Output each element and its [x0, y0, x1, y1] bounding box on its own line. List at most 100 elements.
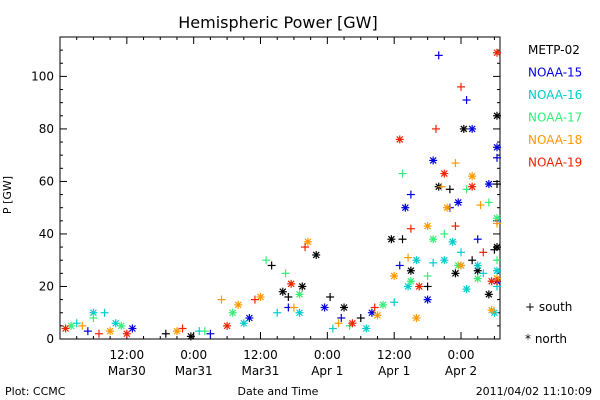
data-point-north [234, 300, 243, 309]
data-point-north [228, 308, 237, 317]
data-point-south [493, 277, 501, 286]
data-point-south [395, 261, 404, 270]
x-tick-label-date: Mar30 [108, 364, 146, 378]
marker-key-south: + south [525, 300, 572, 314]
data-point-south [406, 224, 415, 233]
data-point-north [312, 250, 321, 259]
data-point-south [217, 295, 226, 304]
data-point-south [356, 313, 365, 322]
data-points [61, 48, 501, 341]
data-point-north [468, 172, 477, 181]
x-tick-label: 0:00 [180, 348, 207, 362]
data-point-north [128, 324, 137, 333]
x-tick-label: 12:00 [377, 348, 412, 362]
data-point-north [320, 303, 329, 312]
data-point-south [83, 327, 92, 336]
data-point-south [398, 169, 407, 178]
data-point-north [415, 282, 424, 291]
data-point-south [493, 256, 501, 265]
data-point-south [440, 229, 449, 238]
x-tick-label-date: Apr 1 [378, 364, 410, 378]
data-point-south [250, 295, 259, 304]
data-point-south [434, 51, 443, 60]
x-axis: 12:00 Mar30 0:00 Mar31 12:00 Mar31 0:00 Apr 1 12… [76, 37, 495, 378]
data-point-north [493, 243, 501, 252]
data-point-south [493, 153, 501, 162]
legend-item: METP-02 [528, 43, 580, 57]
y-tick-label: 100 [31, 69, 54, 83]
legend: METP-02 NOAA-15 NOAA-16 NOAA-17 NOAA-18 NOAA-… [528, 43, 582, 170]
data-point-north [61, 324, 70, 333]
data-point-north [459, 124, 468, 133]
data-point-north [348, 319, 357, 328]
data-point-north [395, 135, 404, 144]
data-point-north [448, 237, 457, 246]
data-point-north [117, 321, 126, 330]
data-point-north [454, 198, 463, 207]
data-point-north [387, 235, 396, 244]
data-point-south [462, 96, 471, 105]
data-point-north [462, 285, 471, 294]
data-point-south [437, 182, 446, 191]
x-axis-label: Date and Time [238, 385, 319, 398]
data-point-north [440, 256, 449, 265]
data-point-north [186, 332, 195, 341]
data-point-south [281, 269, 290, 278]
data-point-north [106, 327, 115, 336]
data-point-south [457, 248, 466, 257]
data-point-north [440, 169, 449, 178]
data-point-north [172, 327, 181, 336]
data-point-north [401, 203, 410, 212]
data-point-north [468, 124, 477, 133]
data-point-north [390, 271, 399, 280]
data-point-north [295, 290, 304, 299]
data-point-north [412, 313, 421, 322]
data-point-south [273, 308, 282, 317]
y-tick-label: 80 [39, 122, 54, 136]
plot-frame [59, 36, 501, 340]
data-point-south [94, 329, 103, 338]
data-point-north [493, 143, 501, 152]
data-point-north [406, 266, 415, 275]
data-point-south [267, 261, 276, 270]
data-point-south [326, 292, 335, 301]
y-axis-label: P [GW] [1, 176, 14, 214]
x-tick-label: 12:00 [243, 348, 278, 362]
data-point-north [239, 319, 248, 328]
data-point-north [468, 182, 477, 191]
data-point-south [493, 180, 501, 189]
data-point-north [473, 261, 482, 270]
footer-plot-credit: Plot: CCMC [5, 385, 66, 398]
data-point-north [412, 256, 421, 265]
data-point-south [445, 185, 454, 194]
x-tick-label: 12:00 [110, 348, 145, 362]
data-point-south [406, 190, 415, 199]
data-point-north [295, 308, 304, 317]
data-point-north [406, 277, 415, 286]
data-point-south [206, 329, 215, 338]
x-tick-label: 0:00 [314, 348, 341, 362]
data-point-north [245, 313, 254, 322]
data-point-north [340, 303, 349, 312]
data-point-north [122, 329, 131, 338]
y-tick-label: 20 [39, 279, 54, 293]
data-point-south [100, 308, 109, 317]
data-point-north [493, 111, 501, 120]
legend-item: NOAA-19 [528, 156, 582, 170]
chart-title: Hemispheric Power [GW] [178, 13, 377, 32]
x-tick-label: 0:00 [448, 348, 475, 362]
data-point-south [493, 219, 501, 228]
data-point-south [178, 324, 187, 333]
legend-item: NOAA-15 [528, 66, 582, 80]
data-point-south [457, 82, 466, 91]
data-point-north [457, 261, 466, 270]
data-point-south [262, 256, 271, 265]
data-point-south [398, 235, 407, 244]
data-point-south [370, 303, 379, 312]
data-point-north [362, 324, 371, 333]
x-tick-label-date: Mar31 [175, 364, 213, 378]
data-point-south [390, 298, 399, 307]
data-point-south [337, 313, 346, 322]
data-point-south [451, 159, 460, 168]
